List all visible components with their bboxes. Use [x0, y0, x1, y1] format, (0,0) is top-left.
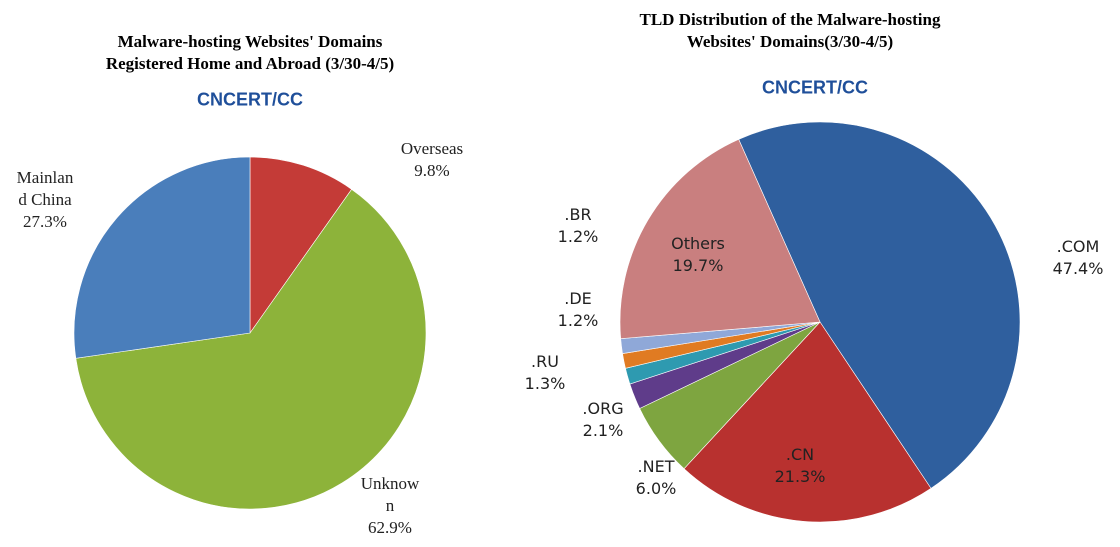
slice-label: .DE 1.2%	[558, 288, 599, 332]
slice-label: .RU 1.3%	[525, 351, 566, 395]
category-label: .DE	[564, 289, 592, 308]
value-label: 21.3%	[774, 467, 826, 486]
slice-label: Overseas 9.8%	[401, 138, 463, 182]
slice-label: .NET 6.0%	[636, 456, 677, 500]
chart-title: Malware-hosting Websites' Domains Regist…	[105, 32, 395, 73]
category-label: .RU	[531, 352, 559, 371]
category-label: .ORG	[582, 399, 624, 418]
pie-slice	[75, 188, 427, 510]
value-label: 1.2%	[557, 227, 599, 246]
pie-slice	[249, 156, 353, 334]
logo: CNCERT/CC	[197, 89, 303, 110]
value-label: 62.9%	[368, 518, 412, 537]
category-label: .CN	[785, 445, 815, 464]
slice-label: Others 19.7%	[671, 233, 725, 277]
slice-label: Unknow n 62.9%	[361, 473, 420, 539]
category-label: .COM	[1056, 237, 1100, 256]
pie-slice	[73, 156, 251, 359]
value-label: 47.4%	[1052, 259, 1104, 278]
value-label: 27.3%	[23, 212, 67, 231]
value-label: 2.1%	[582, 421, 624, 440]
value-label: 19.7%	[672, 256, 724, 275]
value-label: 1.2%	[557, 311, 599, 330]
value-label: 9.8%	[414, 161, 450, 180]
slice-label: .CN 21.3%	[775, 444, 826, 488]
category-label: Unknow n	[360, 474, 420, 515]
category-label: Mainlan d China	[16, 168, 74, 209]
chart-title: TLD Distribution of the Malware-hosting …	[639, 10, 941, 51]
logo: CNCERT/CC	[762, 77, 868, 98]
category-label: Others	[671, 234, 725, 253]
value-label: 1.3%	[524, 374, 566, 393]
pie-slice	[619, 138, 821, 339]
slice-label: .COM 47.4%	[1053, 236, 1104, 280]
slice-label: Mainlan d China 27.3%	[17, 167, 74, 233]
pie-slice	[683, 321, 932, 523]
pie-slice	[738, 121, 1021, 489]
slice-label: .BR 1.2%	[558, 204, 599, 248]
slice-label: .ORG 2.1%	[582, 398, 623, 442]
category-label: Overseas	[400, 139, 464, 158]
category-label: .BR	[564, 205, 592, 224]
value-label: 6.0%	[635, 479, 677, 498]
category-label: .NET	[637, 457, 675, 476]
